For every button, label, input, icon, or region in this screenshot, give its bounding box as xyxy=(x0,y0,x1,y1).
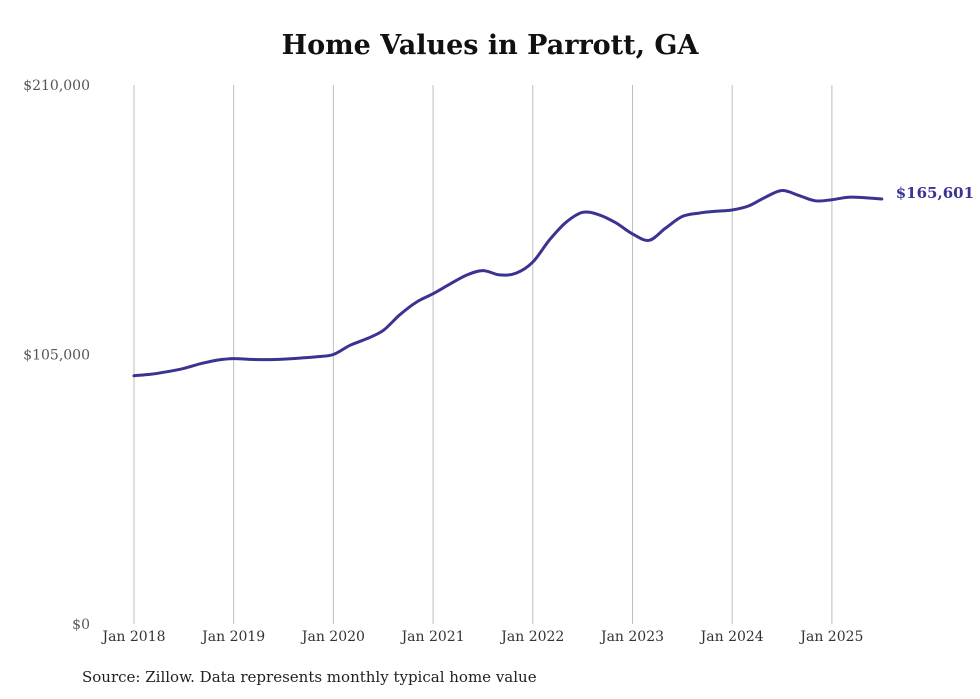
gridlines xyxy=(133,85,833,624)
x-tick-label: Jan 2024 xyxy=(699,629,764,645)
x-tick-label: Jan 2023 xyxy=(599,629,664,645)
x-tick-label: Jan 2020 xyxy=(300,629,365,645)
home-value-line xyxy=(132,188,884,378)
x-tick-label: Jan 2019 xyxy=(200,629,265,645)
y-tick-label: $105,000 xyxy=(23,348,90,364)
y-axis: $0 $105,000 $210,000 xyxy=(23,78,90,633)
source-note: Source: Zillow. Data represents monthly … xyxy=(82,668,537,686)
x-tick-label: Jan 2025 xyxy=(798,629,863,645)
end-value-label: $165,601 xyxy=(896,184,974,202)
y-tick-label: $210,000 xyxy=(23,78,90,94)
x-tick-label: Jan 2018 xyxy=(100,629,165,645)
x-tick-label: Jan 2021 xyxy=(400,629,465,645)
chart-title: Home Values in Parrott, GA xyxy=(281,30,699,61)
series-layer: $165,601 xyxy=(132,184,974,378)
x-tick-label: Jan 2022 xyxy=(499,629,564,645)
x-axis: Jan 2018 Jan 2019 Jan 2020 Jan 2021 Jan 2022… xyxy=(100,629,863,645)
y-tick-label: $0 xyxy=(72,617,90,633)
